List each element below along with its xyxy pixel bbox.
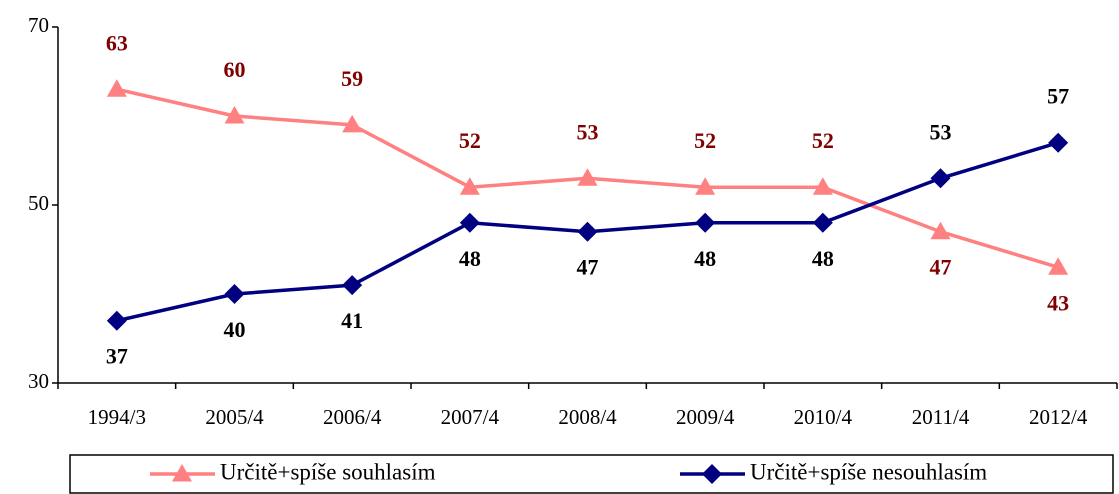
- x-tick-label: 2011/4: [912, 405, 970, 429]
- marker: [695, 212, 716, 233]
- data-label: 47: [577, 255, 599, 280]
- marker: [812, 177, 833, 195]
- x-tick-label: 2008/4: [558, 405, 617, 429]
- data-label: 52: [459, 128, 481, 153]
- marker: [459, 212, 480, 233]
- data-label: 48: [459, 246, 481, 271]
- marker: [459, 177, 480, 195]
- legend-label: Určitě+spíše souhlasím: [220, 459, 436, 484]
- x-tick-label: 2006/4: [323, 405, 382, 429]
- y-tick-label: 30: [28, 369, 49, 393]
- marker: [1048, 132, 1069, 153]
- data-label: 48: [812, 246, 834, 271]
- data-label: 40: [224, 317, 246, 342]
- x-tick-label: 2007/4: [441, 405, 500, 429]
- data-label: 37: [106, 344, 128, 369]
- marker: [812, 212, 833, 233]
- marker: [577, 168, 598, 186]
- data-label: 53: [930, 119, 952, 144]
- marker: [930, 221, 951, 240]
- data-label: 43: [1047, 290, 1069, 315]
- y-tick-label: 50: [28, 191, 49, 215]
- data-label: 59: [341, 66, 363, 91]
- marker: [172, 464, 192, 482]
- marker: [106, 79, 127, 97]
- y-tick-label: 70: [28, 13, 49, 37]
- data-label: 63: [106, 30, 128, 55]
- marker: [930, 168, 951, 189]
- x-tick-label: 2010/4: [794, 405, 853, 429]
- data-label: 52: [812, 128, 834, 153]
- data-label: 60: [224, 57, 246, 82]
- marker: [342, 114, 363, 133]
- data-label: 47: [930, 255, 952, 280]
- x-tick-label: 2009/4: [676, 405, 735, 429]
- x-tick-label: 2005/4: [205, 405, 264, 429]
- data-label: 48: [694, 246, 716, 271]
- data-label: 53: [577, 119, 599, 144]
- data-label: 57: [1047, 84, 1069, 109]
- data-label: 52: [694, 128, 716, 153]
- data-label: 41: [341, 308, 363, 333]
- marker: [342, 275, 363, 296]
- legend-label: Určitě+spíše nesouhlasím: [750, 459, 987, 484]
- marker: [1048, 257, 1069, 275]
- x-tick-label: 1994/3: [88, 405, 146, 429]
- marker: [577, 221, 598, 242]
- legend-box: [69, 454, 1114, 494]
- marker: [702, 464, 722, 484]
- marker: [224, 106, 245, 124]
- x-tick-label: 2012/4: [1029, 405, 1088, 429]
- marker: [106, 310, 127, 331]
- marker: [695, 177, 716, 195]
- marker: [224, 284, 245, 304]
